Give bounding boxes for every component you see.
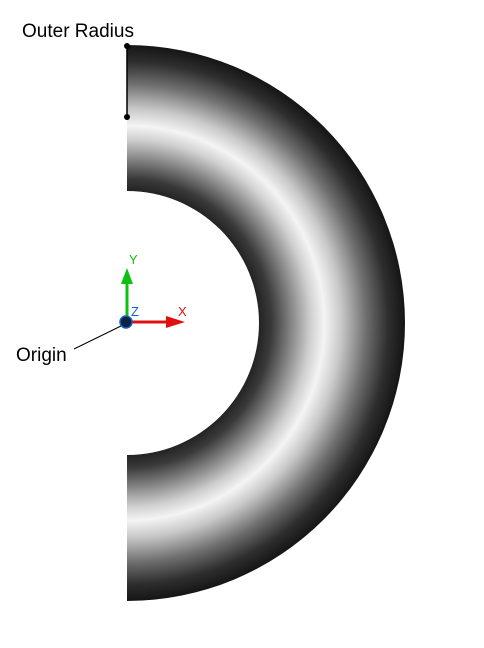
outer-radius-endpoint-top bbox=[124, 43, 130, 49]
outer-radius-dimension[interactable] bbox=[124, 43, 130, 120]
z-axis-label: Z bbox=[131, 304, 139, 319]
origin-marker[interactable] bbox=[119, 315, 133, 329]
x-axis-arrowhead bbox=[166, 316, 185, 328]
half-torus-ring[interactable] bbox=[127, 45, 405, 601]
outer-radius-label: Outer Radius bbox=[22, 21, 134, 42]
y-axis-label: Y bbox=[129, 252, 138, 267]
y-axis-arrowhead bbox=[121, 268, 133, 284]
origin-leader-line bbox=[73, 324, 124, 350]
outer-radius-endpoint-bottom bbox=[124, 114, 130, 120]
x-axis-label: X bbox=[178, 304, 187, 319]
origin-label: Origin bbox=[16, 345, 67, 366]
coordinate-triad[interactable]: Y X Z bbox=[119, 252, 187, 329]
